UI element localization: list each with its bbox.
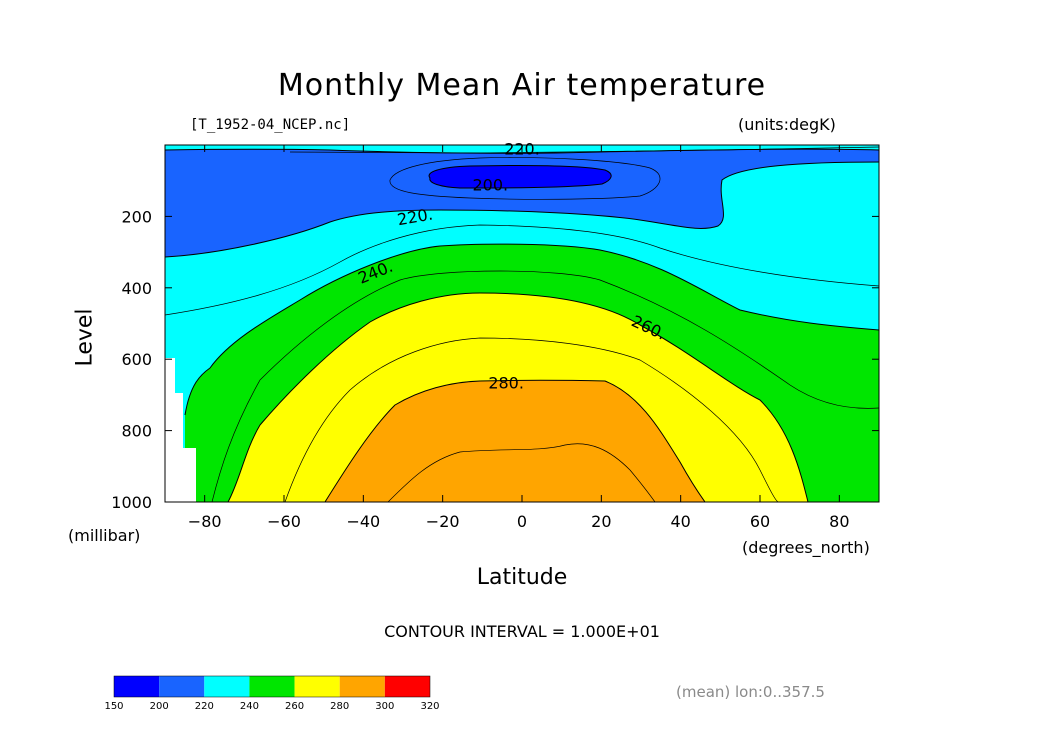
contour-interval-label: CONTOUR INTERVAL = 1.000E+01 <box>384 622 660 641</box>
colorbar-tick-label: 300 <box>375 701 394 712</box>
x-tick-labels: −80 −60 −40 −20 0 20 40 60 80 <box>188 512 850 531</box>
filled-contours <box>165 145 879 502</box>
colorbar-tick-label: 320 <box>420 701 439 712</box>
colorbar-swatch <box>249 676 295 697</box>
contour-line-230 <box>165 224 879 316</box>
colorbar-tick-label: 220 <box>195 701 214 712</box>
contour-line-190 <box>389 157 661 200</box>
colorbar-tick-label: 150 <box>104 701 123 712</box>
y-tick-label: 400 <box>121 279 152 298</box>
x-tick-label: −80 <box>188 512 222 531</box>
colorbar-frame <box>113 675 431 698</box>
colorbar-tick-label: 200 <box>150 701 169 712</box>
x-axis-label: Latitude <box>476 565 568 590</box>
colorbar-swatch <box>114 676 160 697</box>
axis-ticks <box>165 145 879 503</box>
contour-line-210 <box>289 146 879 154</box>
contour-line-280 <box>324 379 706 502</box>
colorbar-swatch <box>159 676 205 697</box>
contour-label: 280. <box>488 373 524 392</box>
colorbar-tick-label: 280 <box>330 701 349 712</box>
y-tick-label: 800 <box>121 422 152 441</box>
contour-line-220-top <box>165 148 879 154</box>
colorbar-swatch <box>339 676 385 697</box>
x-tick-label: −60 <box>267 512 301 531</box>
colorbar-swatch <box>204 676 250 697</box>
band-280-300 <box>325 380 705 502</box>
y-tick-label: 600 <box>121 350 152 369</box>
contour-line-250 <box>211 270 879 502</box>
x-tick-label: 0 <box>517 512 527 531</box>
x-tick-label: 80 <box>829 512 849 531</box>
y-tick-labels: 200 400 600 800 1000 <box>111 207 152 512</box>
contour-line-260 <box>227 292 809 502</box>
contour-lines <box>165 146 879 502</box>
contour-line-240 <box>184 243 879 416</box>
colorbar-tick-label: 260 <box>285 701 304 712</box>
file-label: [T_1952-04_NCEP.nc] <box>190 117 351 133</box>
contour-line-290 <box>387 443 656 502</box>
colorbar-swatch <box>384 676 430 697</box>
chart-title: Monthly Mean Air temperature <box>277 68 767 103</box>
units-label: (units:degK) <box>738 115 836 134</box>
x-axis-unit: (degrees_north) <box>742 538 870 557</box>
y-tick-label: 200 <box>121 207 152 226</box>
colorbar: 150 200 220 240 260 280 300 320 <box>104 675 440 712</box>
missing-data-left <box>165 358 196 502</box>
x-tick-label: −40 <box>346 512 380 531</box>
y-axis-unit: (millibar) <box>68 526 141 545</box>
contour-label: 200. <box>472 175 508 194</box>
contour-line-220 <box>165 161 879 258</box>
mean-label: (mean) lon:0..357.5 <box>676 683 825 701</box>
colorbar-tick-label: 240 <box>240 701 259 712</box>
colorbar-swatch <box>294 676 340 697</box>
y-tick-label: 1000 <box>111 493 152 512</box>
band-180-200 <box>429 165 612 188</box>
x-tick-label: −20 <box>426 512 460 531</box>
contour-line-180 <box>428 164 612 189</box>
x-tick-label: 40 <box>670 512 690 531</box>
x-tick-label: 60 <box>750 512 770 531</box>
x-tick-label: 20 <box>591 512 611 531</box>
contour-line-270 <box>284 337 779 502</box>
